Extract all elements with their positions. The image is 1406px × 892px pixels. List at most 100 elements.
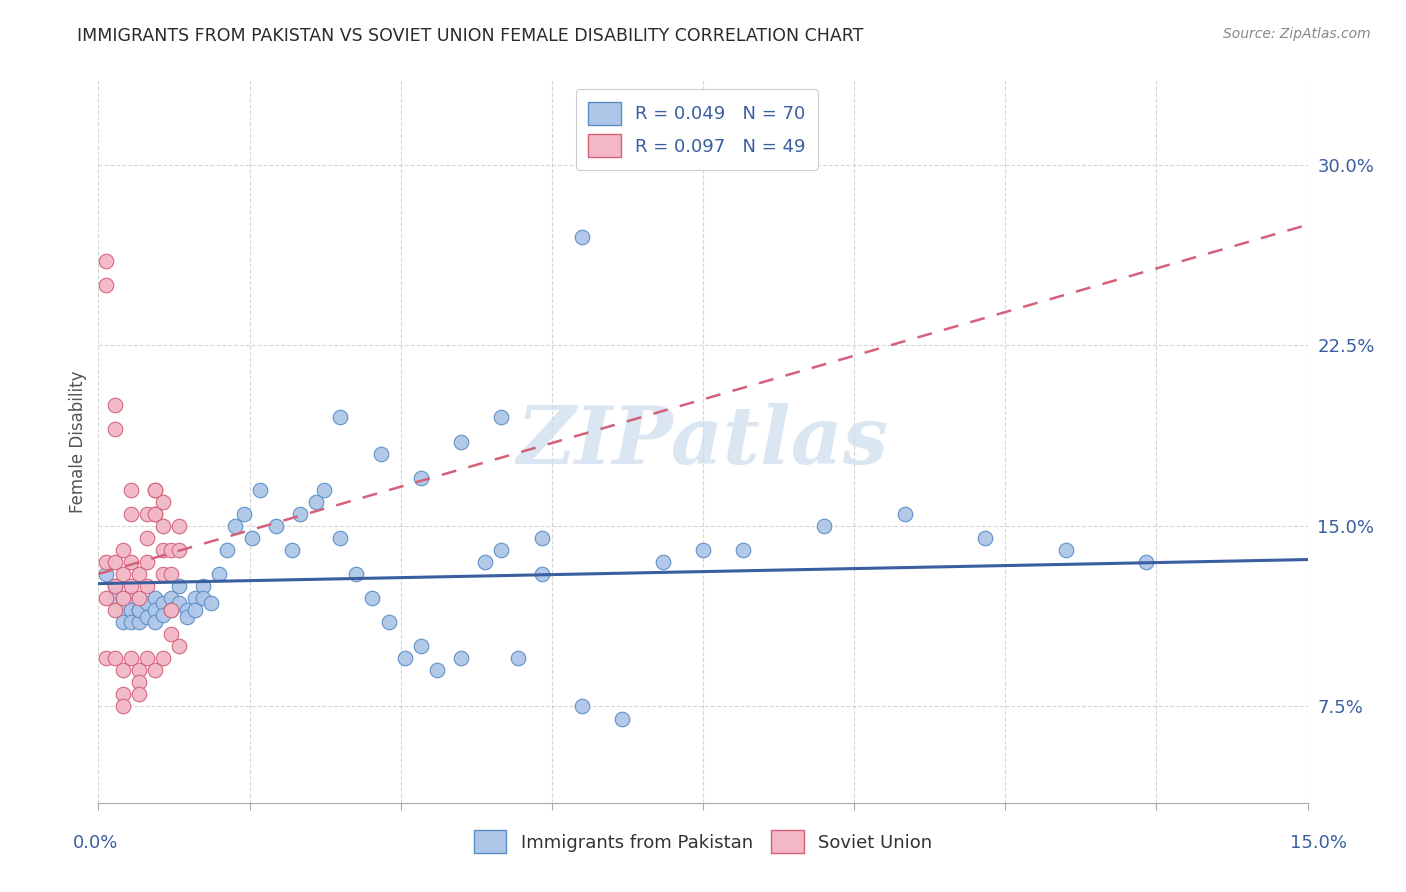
Y-axis label: Female Disability: Female Disability [69,370,87,513]
Point [160,627,183,641]
Legend: Immigrants from Pakistan, Soviet Union: Immigrants from Pakistan, Soviet Union [461,818,945,866]
Point [128,664,150,678]
Point [249,483,271,497]
Point [96,591,118,606]
Point [224,519,246,533]
Point [128,615,150,630]
Point [167,579,190,593]
Point [612,712,634,726]
Point [474,555,496,569]
Point [103,591,125,606]
Text: Source: ZipAtlas.com: Source: ZipAtlas.com [1223,27,1371,41]
Point [135,651,157,665]
Point [651,555,673,569]
Point [426,664,449,678]
Point [394,651,416,665]
Point [370,447,392,461]
Point [120,651,142,665]
Point [1135,555,1157,569]
Point [135,531,157,545]
Point [167,542,190,557]
Point [974,531,997,545]
Point [111,699,134,714]
Point [96,555,118,569]
Point [111,687,134,701]
Point [135,555,157,569]
Point [813,519,835,533]
Point [120,615,142,630]
Point [232,507,254,521]
Point [152,519,174,533]
Point [111,603,134,617]
Point [96,651,118,665]
Point [281,542,304,557]
Point [152,542,174,557]
Point [167,519,190,533]
Point [361,591,384,606]
Point [167,596,190,610]
Point [264,519,287,533]
Point [111,591,134,606]
Point [409,639,432,653]
Point [491,542,513,557]
Point [491,410,513,425]
Point [152,651,174,665]
Text: ZIPatlas: ZIPatlas [517,403,889,480]
Point [176,610,198,624]
Point [530,567,553,582]
Point [160,603,183,617]
Point [120,603,142,617]
Point [120,555,142,569]
Point [530,531,553,545]
Point [208,567,231,582]
Point [111,591,134,606]
Point [571,230,593,244]
Point [96,253,118,268]
Point [184,603,207,617]
Text: IMMIGRANTS FROM PAKISTAN VS SOVIET UNION FEMALE DISABILITY CORRELATION CHART: IMMIGRANTS FROM PAKISTAN VS SOVIET UNION… [77,27,863,45]
Point [135,507,157,521]
Point [143,483,166,497]
Point [135,596,157,610]
Point [160,542,183,557]
Point [217,542,239,557]
Point [143,591,166,606]
Point [152,494,174,508]
Point [160,567,183,582]
Point [128,603,150,617]
Point [96,278,118,293]
Point [160,603,183,617]
Point [1054,542,1077,557]
Point [111,567,134,582]
Point [240,531,263,545]
Point [135,579,157,593]
Point [111,615,134,630]
Point [103,555,125,569]
Point [120,591,142,606]
Point [450,434,472,449]
Point [120,579,142,593]
Point [506,651,529,665]
Point [128,603,150,617]
Point [314,483,336,497]
Point [111,664,134,678]
Point [152,596,174,610]
Point [167,639,190,653]
Point [128,687,150,701]
Point [893,507,915,521]
Point [329,410,352,425]
Point [288,507,311,521]
Point [193,579,215,593]
Point [103,423,125,437]
Point [96,567,118,582]
Point [128,567,150,582]
Point [128,591,150,606]
Point [111,542,134,557]
Point [143,603,166,617]
Text: 0.0%: 0.0% [73,834,118,852]
Point [103,651,125,665]
Point [377,615,399,630]
Point [305,494,328,508]
Point [143,483,166,497]
Point [450,651,472,665]
